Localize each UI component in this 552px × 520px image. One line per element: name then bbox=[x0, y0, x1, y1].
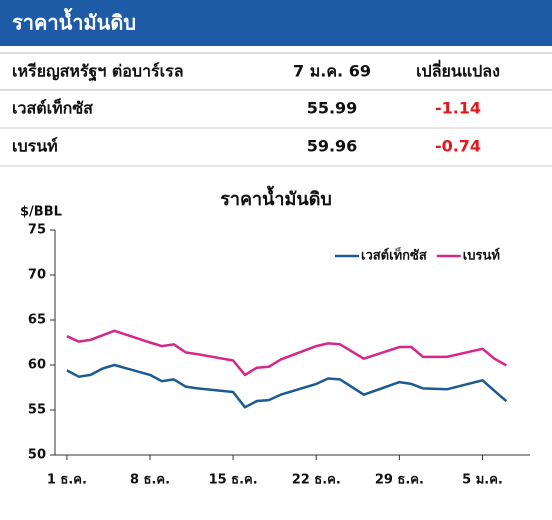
x-tick-label: 15 ธ.ค. bbox=[209, 473, 258, 488]
chart: 50 55 60 65 70 75 1 ธ.ค. 8 ธ.ค. 15 ธ.ค. 22 ธ.ค. 29… bbox=[28, 223, 530, 488]
table: เหรียญสหรัฐฯ ต่อบาร์เรล 7 ม.ค. 69 เปลี่ยนแ… bbox=[12, 60, 500, 156]
column-header: เปลี่ยนแปลง bbox=[416, 60, 500, 81]
legend-label: เบรนท์ bbox=[463, 248, 500, 264]
series-line bbox=[66, 329, 507, 377]
legend-label: เวสต์เท็กซัส bbox=[361, 246, 427, 264]
series-line bbox=[66, 363, 508, 409]
y-tick-label: 50 bbox=[28, 448, 46, 463]
y-tick-label: 70 bbox=[28, 268, 46, 283]
header-bar bbox=[0, 0, 552, 46]
price: 55.99 bbox=[307, 99, 358, 118]
y-tick-label: 65 bbox=[28, 313, 46, 328]
column-header: 7 ม.ค. 69 bbox=[293, 62, 371, 81]
x-tick-label: 1 ธ.ค. bbox=[47, 473, 87, 488]
x-tick-label: 29 ธ.ค. bbox=[375, 473, 424, 488]
price: 59.96 bbox=[307, 137, 358, 156]
x-tick-label: 5 ม.ค. bbox=[462, 473, 503, 488]
column-header: เหรียญสหรัฐฯ ต่อบาร์เรล bbox=[12, 62, 184, 82]
y-tick-label: 55 bbox=[28, 403, 46, 418]
change: -0.74 bbox=[435, 137, 481, 156]
change: -1.14 bbox=[435, 99, 481, 118]
chart-title: ราคาน้ำมันดิบ bbox=[220, 185, 332, 210]
y-tick-label: 75 bbox=[28, 223, 46, 238]
y-tick-label: 60 bbox=[28, 358, 46, 373]
x-tick-label: 8 ธ.ค. bbox=[130, 473, 170, 488]
y-axis-label: $/BBL bbox=[20, 205, 62, 220]
header-title: ราคาน้ำมันดิบ bbox=[12, 8, 136, 35]
row-label: เบรนท์ bbox=[12, 137, 58, 156]
x-tick-label: 22 ธ.ค. bbox=[292, 473, 341, 488]
row-label: เวสต์เท็กซัส bbox=[12, 97, 93, 118]
